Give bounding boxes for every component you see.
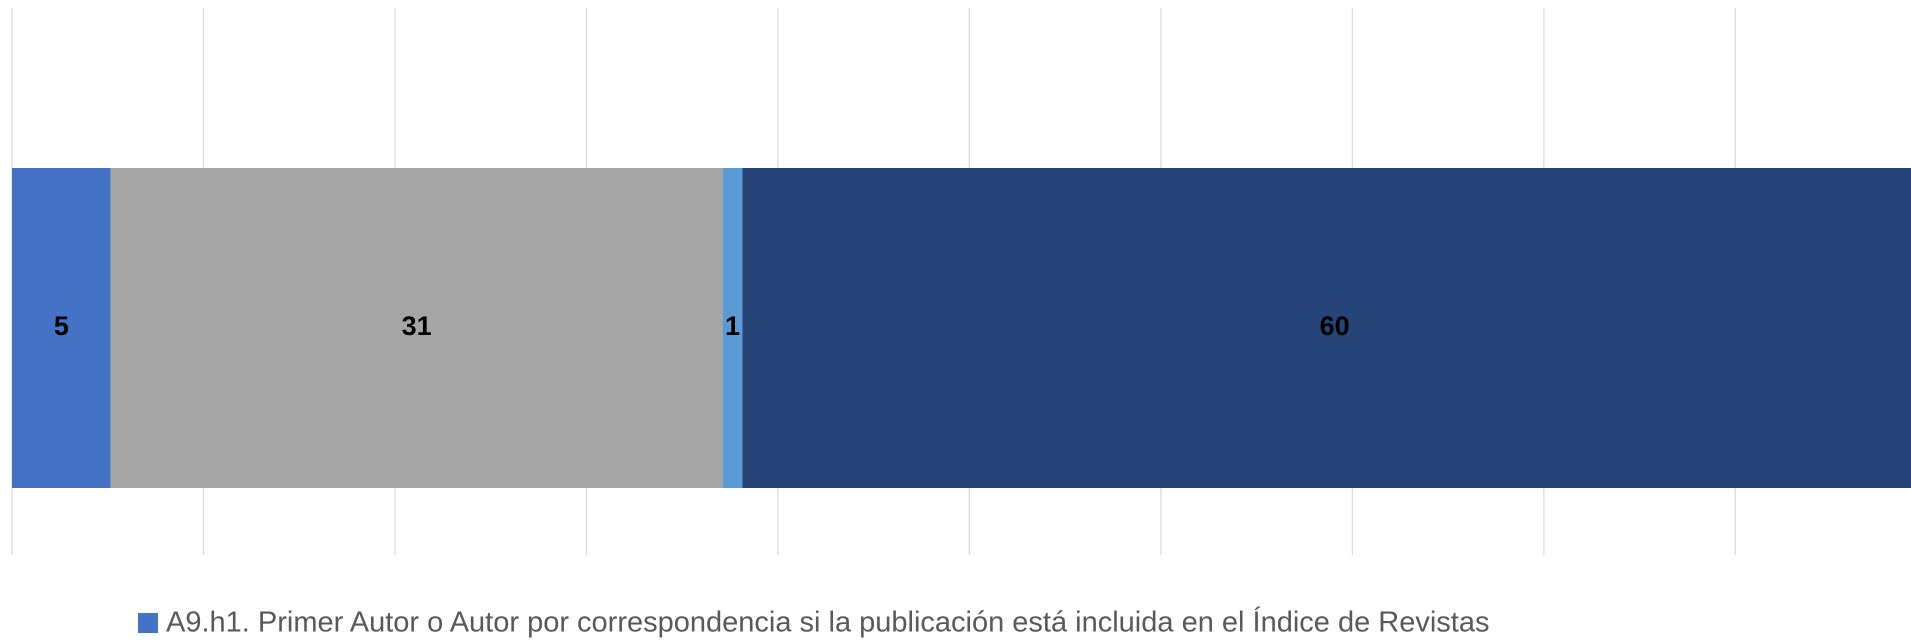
- data-label: 5: [54, 311, 69, 341]
- data-label: 1: [725, 311, 740, 341]
- data-label: 60: [1320, 311, 1350, 341]
- bar-segment: [742, 168, 1911, 488]
- legend-label: A9.h1. Primer Autor o Autor por correspo…: [166, 606, 1489, 639]
- bar-segment: [722, 168, 743, 488]
- bar-segment: [12, 168, 111, 488]
- data-label: 31: [402, 311, 432, 341]
- legend-swatch: [138, 613, 158, 633]
- bar-segment: [110, 168, 723, 488]
